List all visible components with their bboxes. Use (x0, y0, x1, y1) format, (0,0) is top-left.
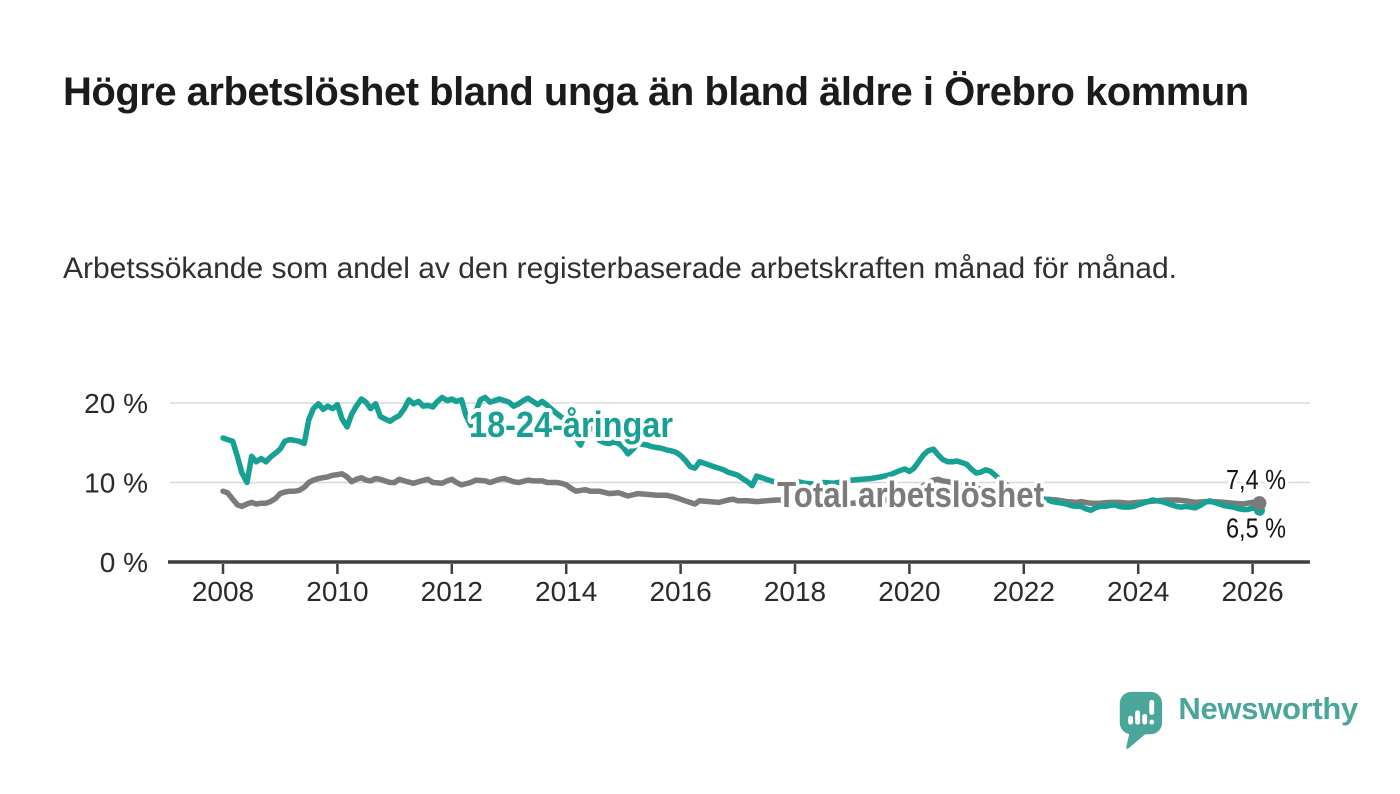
chart-subtitle: Arbetssökande som andel av den registerb… (63, 252, 1177, 285)
newsworthy-wordmark: Newsworthy (1178, 691, 1358, 726)
y-tick-label: 10 % (84, 468, 148, 499)
bar-chart-speech-bubble-icon (1119, 691, 1163, 749)
x-tick-label: 2012 (421, 576, 483, 607)
y-tick-label: 0 % (100, 547, 148, 578)
unemployment-line-chart: 2008 2010 2012 2014 2016 2018 2020 2022 2024 2026… (84, 388, 1310, 607)
x-tick-label: 2026 (1221, 576, 1283, 607)
page-title: Högre arbetslöshet bland unga än bland ä… (63, 70, 1249, 114)
series-inline-label: 18-24-åringar (469, 404, 673, 445)
x-tick-label: 2022 (993, 576, 1055, 607)
series-line (220, 394, 1263, 514)
x-tick-label: 2008 (192, 576, 254, 607)
series-end-value-label: 6,5 % (1226, 512, 1286, 543)
x-tick-label: 2024 (1107, 576, 1169, 607)
x-tick-label: 2016 (649, 576, 711, 607)
series-end-value-label: 7,4 % (1226, 464, 1286, 495)
series-endpoint-dot (1252, 496, 1267, 511)
x-tick-label: 2010 (306, 576, 368, 607)
x-tick-label: 2018 (764, 576, 826, 607)
x-tick-label: 2020 (878, 576, 940, 607)
y-tick-label: 20 % (84, 388, 148, 419)
chart-area: 2008 2010 2012 2014 2016 2018 2020 2022 2024 2026… (0, 370, 1400, 620)
series-inline-label: Total arbetslöshet (777, 474, 1044, 515)
newsworthy-logo[interactable]: Newsworthy (1118, 686, 1358, 756)
x-tick-label: 2014 (535, 576, 597, 607)
